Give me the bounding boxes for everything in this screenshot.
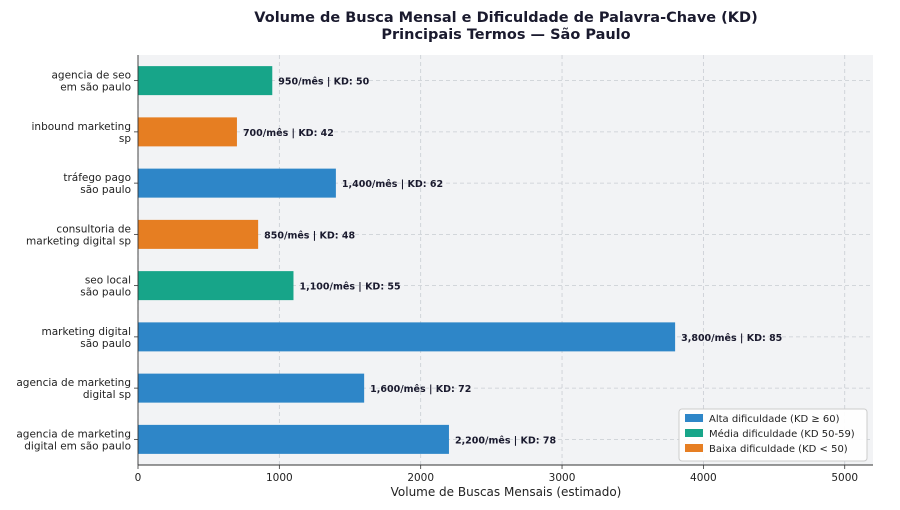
legend-label: Baixa dificuldade (KD < 50) [709, 444, 848, 455]
y-tick-label: agencia de marketing digital sp [16, 377, 131, 401]
bar [138, 322, 676, 352]
y-tick-label: agencia de seo em são paulo [52, 70, 132, 94]
y-tick-label: agencia de marketing digital em são paulo [16, 428, 131, 452]
bar [138, 271, 294, 301]
y-tick-label: consultoria de marketing digital sp [26, 223, 131, 247]
data-label: 3,800/mês | KD: 85 [681, 333, 782, 344]
legend-box [678, 408, 868, 462]
data-label: 700/mês | KD: 42 [243, 128, 334, 139]
bar [138, 117, 237, 147]
chart-subtitle: Principais Termos — São Paulo [381, 27, 630, 43]
x-tick-label: 5000 [831, 472, 858, 484]
y-tick-label: inbound marketing sp [32, 121, 132, 145]
data-label: 850/mês | KD: 48 [264, 230, 355, 241]
y-tick-label: seo local são paulo [80, 275, 131, 299]
x-tick-label: 3000 [549, 472, 576, 484]
x-tick-label: 0 [135, 472, 142, 484]
plot-area: 0 1000 2000 3000 4000 5000 950/mês | KD: 50 age… [16, 55, 873, 484]
plot-background [138, 55, 873, 465]
data-label: 950/mês | KD: 50 [278, 77, 369, 88]
x-axis-label: Volume de Buscas Mensais (estimado) [391, 485, 622, 499]
x-tick-label: 1000 [266, 472, 293, 484]
legend-swatch [685, 429, 703, 437]
x-tick-label: 4000 [690, 472, 717, 484]
legend-label: Média dificuldade (KD 50-59) [709, 428, 855, 440]
data-label: 1,400/mês | KD: 62 [342, 179, 443, 190]
y-tick-label: marketing digital são paulo [42, 326, 131, 350]
y-tick-label: tráfego pago são paulo [63, 172, 131, 196]
x-tick-label: 2000 [407, 472, 434, 484]
bar [138, 168, 336, 198]
legend-swatch [685, 444, 703, 452]
legend-swatch [685, 414, 703, 422]
data-label: 1,600/mês | KD: 72 [370, 384, 471, 395]
legend: Alta dificuldade (KD ≥ 60) Média dificuld… [678, 408, 868, 462]
bar [138, 66, 273, 96]
legend-label: Alta dificuldade (KD ≥ 60) [709, 414, 840, 425]
chart-title: Volume de Busca Mensal e Dificuldade de … [254, 10, 757, 26]
bar [138, 219, 259, 249]
bar [138, 424, 449, 454]
bar [138, 373, 365, 403]
data-label: 1,100/mês | KD: 55 [299, 282, 400, 293]
data-label: 2,200/mês | KD: 78 [455, 435, 557, 446]
